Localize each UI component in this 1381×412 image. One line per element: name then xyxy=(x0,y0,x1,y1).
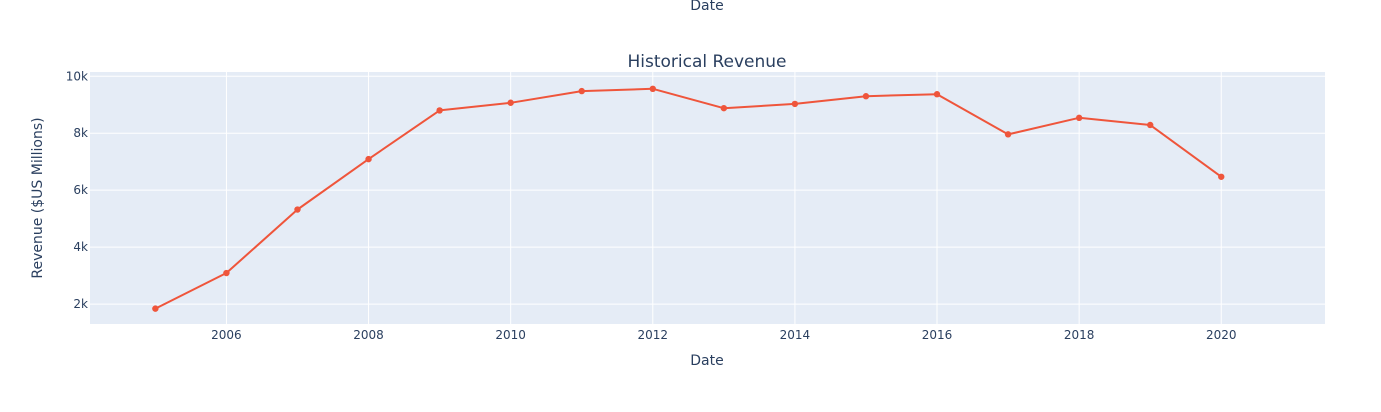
y-tick-label: 8k xyxy=(73,126,88,140)
y-tick-label: 6k xyxy=(73,183,88,197)
x-tick-label: 2016 xyxy=(922,328,953,342)
x-tick-label: 2020 xyxy=(1206,328,1237,342)
data-point[interactable] xyxy=(436,107,443,114)
revenue-line xyxy=(154,87,1222,310)
series-layer xyxy=(152,85,1225,312)
x-tick-label: 2006 xyxy=(211,328,242,342)
x-axis-title: Date xyxy=(690,353,723,369)
data-point[interactable] xyxy=(507,99,514,106)
data-point[interactable] xyxy=(578,87,585,95)
data-point[interactable] xyxy=(1075,114,1083,122)
data-point[interactable] xyxy=(152,305,159,312)
data-point[interactable] xyxy=(1146,121,1154,129)
data-point[interactable] xyxy=(223,269,230,277)
grid-lines xyxy=(90,72,1325,324)
x-tick-label: 2018 xyxy=(1064,328,1095,342)
x-tick-label: 2014 xyxy=(780,328,811,342)
y-tick-label: 4k xyxy=(73,240,88,254)
data-point[interactable] xyxy=(933,91,941,98)
plot-area xyxy=(90,72,1325,324)
x-axis-ticks: 2006 2008 2010 2012 2014 2016 2018 2020 xyxy=(211,328,1236,342)
x-tick-label: 2010 xyxy=(495,328,526,342)
data-point[interactable] xyxy=(1004,131,1012,138)
data-point[interactable] xyxy=(365,155,372,163)
data-point[interactable] xyxy=(1218,173,1225,180)
data-point[interactable] xyxy=(720,104,728,112)
x-tick-label: 2008 xyxy=(353,328,384,342)
data-point[interactable] xyxy=(294,206,301,213)
chart-title: Historical Revenue xyxy=(627,52,786,72)
top-x-axis-title: Date xyxy=(690,0,723,14)
data-point[interactable] xyxy=(862,93,870,100)
data-point[interactable] xyxy=(791,100,799,108)
y-tick-label: 10k xyxy=(66,69,88,83)
y-tick-label: 2k xyxy=(73,297,88,311)
y-axis-title: Revenue ($US Millions) xyxy=(30,117,46,278)
data-point[interactable] xyxy=(649,85,656,93)
y-axis-ticks: 2k 4k 6k 8k 10k xyxy=(66,69,88,311)
x-tick-label: 2012 xyxy=(638,328,669,342)
